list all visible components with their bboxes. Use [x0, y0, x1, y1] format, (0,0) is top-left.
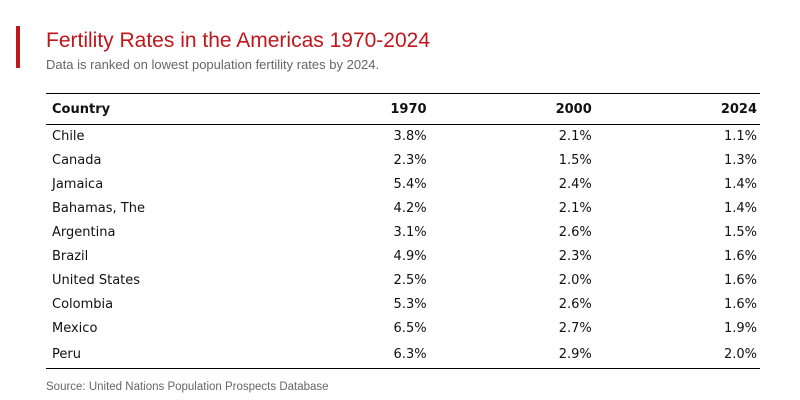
cell-2024: 2.0%	[723, 346, 757, 362]
cell-2000: 1.5%	[558, 153, 592, 168]
cell-country: Canada	[52, 153, 102, 168]
cell-country: Brazil	[52, 249, 89, 264]
table-row: Canada 2.3% 1.5% 1.3%	[46, 149, 760, 173]
cell-2000: 2.6%	[558, 297, 592, 312]
cell-1970: 3.1%	[393, 225, 427, 240]
cell-2000: 2.3%	[558, 249, 592, 264]
cell-1970: 5.3%	[393, 297, 427, 312]
cell-2000: 2.9%	[558, 346, 592, 362]
cell-2000: 2.7%	[558, 321, 592, 336]
table-row: United States 2.5% 2.0% 1.6%	[46, 269, 760, 293]
cell-1970: 2.5%	[393, 273, 427, 288]
table-row: Mexico 6.5% 2.7% 1.9%	[46, 317, 760, 341]
chart-title: Fertility Rates in the Americas 1970-202…	[46, 29, 431, 52]
cell-2000: 2.1%	[558, 201, 592, 216]
header-2024: 2024	[720, 101, 757, 117]
table-body: Chile 3.8% 2.1% 1.1% Canada 2.3% 1.5% 1.…	[46, 125, 760, 369]
cell-1970: 2.3%	[393, 153, 427, 168]
table-row: Jamaica 5.4% 2.4% 1.4%	[46, 173, 760, 197]
cell-2000: 2.1%	[558, 129, 592, 145]
chart-subtitle: Data is ranked on lowest population fert…	[46, 57, 380, 72]
table-row: Peru 6.3% 2.9% 2.0%	[46, 341, 760, 369]
cell-2000: 2.6%	[558, 225, 592, 240]
cell-2024: 1.4%	[723, 177, 757, 192]
cell-country: Peru	[52, 346, 81, 362]
header-2000: 2000	[555, 101, 592, 117]
cell-2024: 1.9%	[723, 321, 757, 336]
cell-1970: 3.8%	[393, 129, 427, 145]
cell-2000: 2.0%	[558, 273, 592, 288]
cell-country: United States	[52, 273, 141, 288]
header-row: Country 1970 2000 2024	[46, 93, 760, 125]
cell-country: Chile	[52, 129, 85, 145]
cell-2000: 2.4%	[558, 177, 592, 192]
cell-country: Mexico	[52, 321, 98, 336]
cell-2024: 1.6%	[723, 249, 757, 264]
table-row: Brazil 4.9% 2.3% 1.6%	[46, 245, 760, 269]
source-note: Source: United Nations Population Prospe…	[46, 381, 329, 393]
cell-1970: 4.2%	[393, 201, 427, 216]
table-row: Chile 3.8% 2.1% 1.1%	[46, 125, 760, 149]
cell-2024: 1.6%	[723, 273, 757, 288]
header-1970: 1970	[390, 101, 427, 117]
cell-2024: 1.4%	[723, 201, 757, 216]
cell-2024: 1.3%	[723, 153, 757, 168]
cell-1970: 6.3%	[393, 346, 427, 362]
cell-2024: 1.5%	[723, 225, 757, 240]
table-header: Country 1970 2000 2024	[46, 93, 760, 125]
cell-1970: 6.5%	[393, 321, 427, 336]
title-accent-bar	[16, 26, 20, 68]
cell-country: Bahamas, The	[52, 201, 145, 216]
table-row: Bahamas, The 4.2% 2.1% 1.4%	[46, 197, 760, 221]
cell-2024: 1.6%	[723, 297, 757, 312]
cell-1970: 4.9%	[393, 249, 427, 264]
cell-country: Jamaica	[52, 177, 104, 192]
cell-country: Argentina	[52, 225, 116, 240]
table-row: Colombia 5.3% 2.6% 1.6%	[46, 293, 760, 317]
header-country: Country	[52, 101, 111, 117]
fertility-table: Country 1970 2000 2024 Chile 3.8% 2.1% 1…	[46, 93, 760, 369]
cell-country: Colombia	[52, 297, 114, 312]
table-row: Argentina 3.1% 2.6% 1.5%	[46, 221, 760, 245]
cell-1970: 5.4%	[393, 177, 427, 192]
cell-2024: 1.1%	[723, 129, 757, 145]
